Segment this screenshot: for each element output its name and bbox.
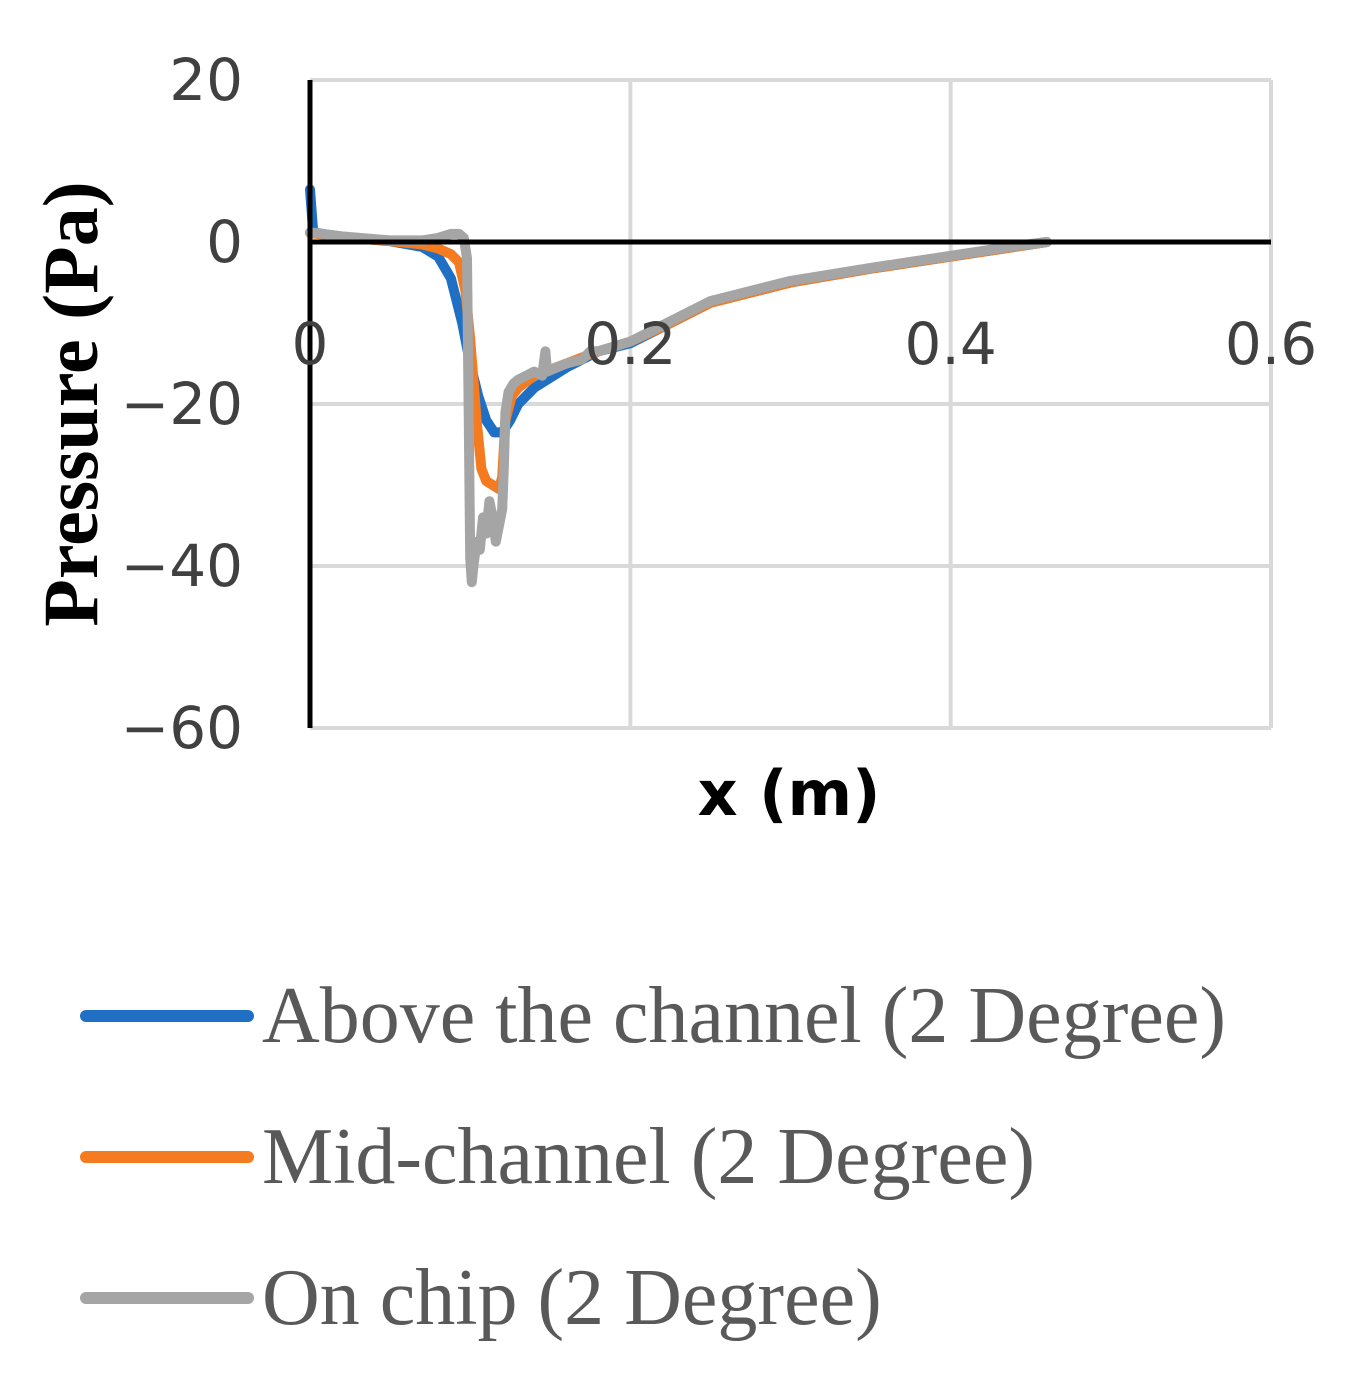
tick-labels: 0 0.2 0.4 0.6 20 0 −20 −40 −60: [121, 46, 1318, 762]
legend: Above the channel (2 Degree) Mid-channel …: [80, 972, 1226, 1342]
x-tick-label: 0.2: [584, 310, 676, 378]
x-axis-label: x (m): [698, 757, 881, 830]
series-line-3: [305, 227, 1052, 588]
x-tick-label: 0.6: [1225, 310, 1317, 378]
gridlines: [308, 78, 1273, 730]
legend-label-2: Mid-channel (2 Degree): [262, 1113, 1035, 1201]
y-tick-label: 20: [169, 46, 243, 114]
y-tick-label: −60: [121, 694, 243, 762]
x-tick-label: 0: [292, 310, 329, 378]
legend-label-3: On chip (2 Degree): [262, 1254, 882, 1342]
y-tick-label: −20: [121, 370, 243, 438]
y-tick-label: 0: [206, 208, 243, 276]
series-lines: [305, 184, 1052, 588]
axes: [307, 80, 1271, 728]
x-tick-label: 0.4: [905, 310, 997, 378]
legend-label-1: Above the channel (2 Degree): [262, 972, 1226, 1060]
y-tick-label: −40: [121, 532, 243, 600]
y-axis-label: Pressure (Pa): [27, 181, 114, 627]
